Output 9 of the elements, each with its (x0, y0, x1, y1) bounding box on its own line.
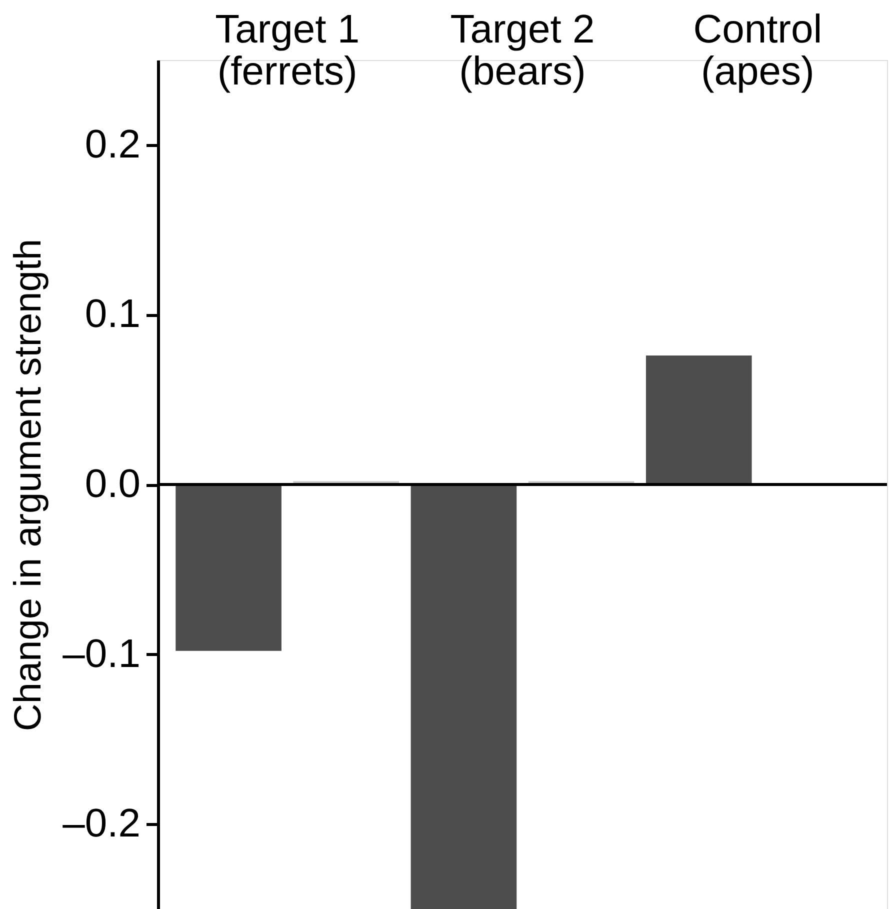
x-tick-label: Control (apes) (693, 8, 822, 94)
y-tick-label: –0.2 (62, 802, 140, 846)
y-tick-label: 0.1 (84, 292, 140, 336)
y-tick-label: 0.0 (84, 462, 140, 506)
x-tick-label: Target 2 (bears) (450, 8, 595, 94)
x-tick-label: Target 1 (ferrets) (215, 8, 360, 94)
y-tick-label: 0.2 (84, 122, 140, 166)
y-tick-label: –0.1 (62, 632, 140, 676)
y-axis-title: Change in argument strength (8, 238, 50, 732)
